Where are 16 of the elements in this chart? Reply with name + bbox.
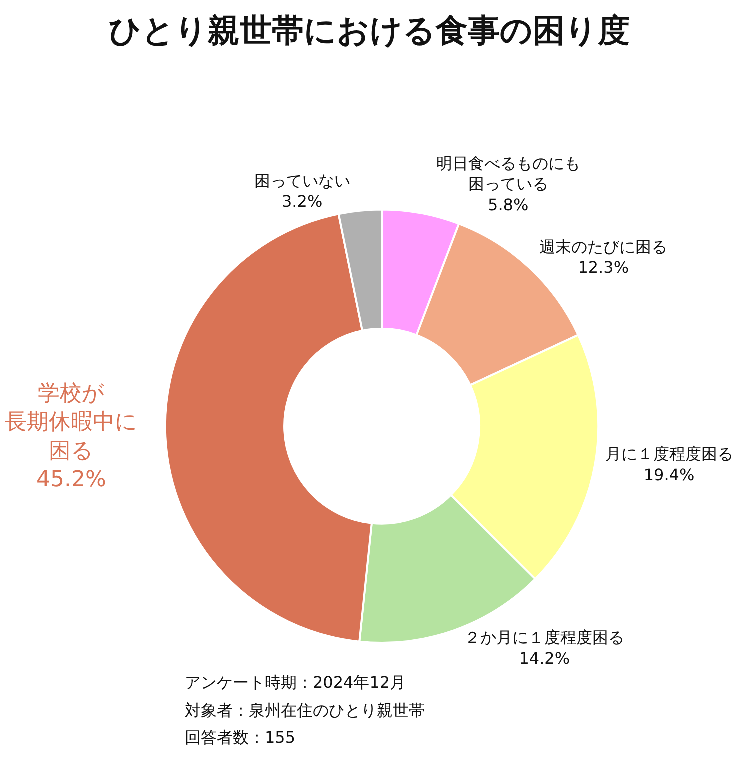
data-label: 3.2% <box>282 192 323 212</box>
slice-label: 月に１度程度困る <box>605 444 734 464</box>
slice-label: 学校が長期休暇中に困る <box>4 382 138 464</box>
text: 回答者数：155 <box>185 728 296 747</box>
data-label: 14.2% <box>519 648 570 668</box>
text: アンケート時期：2024年12月 <box>185 673 406 692</box>
data-label: 19.4% <box>644 465 695 484</box>
slice-label: 週末のたびに困る <box>540 237 668 256</box>
slice-label: ２か月に１度程度困る <box>464 628 625 648</box>
slice-label: 明日食べるものにも困っている <box>436 154 580 194</box>
data-label: 5.8% <box>488 195 529 214</box>
text: 対象者：泉州在住のひとり親世帯 <box>185 701 425 720</box>
data-label: 45.2% <box>36 467 106 492</box>
chart-title: ひとり親世帯における食事の困り度 <box>109 12 630 50</box>
data-label: 12.3% <box>578 258 630 278</box>
slice-label: 困っていない <box>254 171 350 190</box>
